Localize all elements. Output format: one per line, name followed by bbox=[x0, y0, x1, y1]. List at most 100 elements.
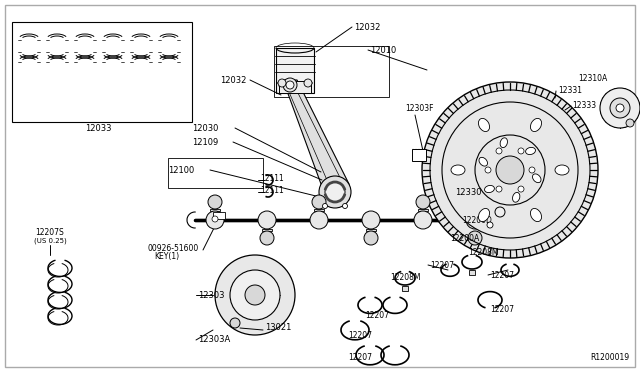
Text: 12032: 12032 bbox=[354, 22, 380, 32]
Bar bbox=[279, 81, 311, 93]
Circle shape bbox=[496, 156, 524, 184]
Text: (US 0.25): (US 0.25) bbox=[34, 238, 67, 244]
Text: 12333: 12333 bbox=[572, 100, 596, 109]
Circle shape bbox=[342, 203, 348, 208]
Text: 12200D: 12200D bbox=[462, 215, 492, 224]
Ellipse shape bbox=[479, 208, 490, 222]
Circle shape bbox=[487, 222, 493, 228]
Polygon shape bbox=[314, 209, 324, 211]
Circle shape bbox=[325, 182, 345, 202]
Text: 12111: 12111 bbox=[260, 186, 284, 195]
Circle shape bbox=[260, 231, 274, 245]
Ellipse shape bbox=[513, 192, 520, 202]
Text: 12200A: 12200A bbox=[450, 234, 479, 243]
Circle shape bbox=[304, 79, 312, 87]
Circle shape bbox=[616, 104, 624, 112]
Polygon shape bbox=[283, 80, 349, 200]
Circle shape bbox=[258, 211, 276, 229]
Circle shape bbox=[518, 186, 524, 192]
Text: 13021: 13021 bbox=[265, 324, 291, 333]
Polygon shape bbox=[418, 209, 428, 211]
Ellipse shape bbox=[479, 118, 490, 132]
Circle shape bbox=[610, 98, 630, 118]
Circle shape bbox=[468, 231, 482, 245]
Circle shape bbox=[518, 148, 524, 154]
Text: KEY(1): KEY(1) bbox=[154, 253, 179, 262]
Circle shape bbox=[414, 211, 432, 229]
Circle shape bbox=[286, 81, 294, 89]
Text: 12032: 12032 bbox=[220, 76, 246, 84]
Text: 12303F: 12303F bbox=[405, 103, 433, 112]
Circle shape bbox=[206, 211, 224, 229]
Text: 12207: 12207 bbox=[490, 270, 514, 279]
Bar bbox=[168, 158, 263, 188]
Text: 12030: 12030 bbox=[192, 124, 218, 132]
Circle shape bbox=[230, 270, 280, 320]
Text: 12331: 12331 bbox=[558, 86, 582, 94]
Circle shape bbox=[496, 186, 502, 192]
Polygon shape bbox=[210, 209, 220, 211]
Bar bbox=[276, 48, 314, 93]
Circle shape bbox=[215, 255, 295, 335]
Circle shape bbox=[496, 148, 502, 154]
Circle shape bbox=[485, 167, 491, 173]
Ellipse shape bbox=[531, 208, 541, 222]
Text: 12033: 12033 bbox=[84, 124, 111, 132]
Circle shape bbox=[310, 211, 328, 229]
Circle shape bbox=[212, 216, 218, 222]
Ellipse shape bbox=[531, 118, 541, 132]
Circle shape bbox=[312, 195, 326, 209]
Text: 12303A: 12303A bbox=[198, 336, 230, 344]
Bar bbox=[469, 270, 475, 275]
Circle shape bbox=[208, 195, 222, 209]
Circle shape bbox=[245, 285, 265, 305]
Ellipse shape bbox=[479, 157, 488, 166]
Circle shape bbox=[422, 82, 598, 258]
Ellipse shape bbox=[500, 138, 508, 148]
Bar bbox=[402, 286, 408, 291]
Circle shape bbox=[600, 88, 640, 128]
Circle shape bbox=[626, 119, 634, 127]
Circle shape bbox=[323, 203, 328, 208]
Circle shape bbox=[283, 78, 297, 92]
Circle shape bbox=[493, 208, 517, 232]
Text: 12109: 12109 bbox=[192, 138, 218, 147]
Text: 00926-51600: 00926-51600 bbox=[148, 244, 199, 253]
Ellipse shape bbox=[532, 174, 541, 183]
Text: 12208M: 12208M bbox=[468, 247, 499, 257]
Circle shape bbox=[475, 135, 545, 205]
Text: 12303: 12303 bbox=[198, 291, 225, 299]
Circle shape bbox=[529, 167, 535, 173]
Text: 12207S: 12207S bbox=[36, 228, 65, 237]
Polygon shape bbox=[262, 229, 272, 231]
Polygon shape bbox=[366, 229, 376, 231]
Text: 12207: 12207 bbox=[365, 311, 389, 320]
Text: 12310A: 12310A bbox=[578, 74, 607, 83]
Text: R1200019: R1200019 bbox=[590, 353, 629, 362]
Circle shape bbox=[362, 211, 380, 229]
Circle shape bbox=[466, 211, 484, 229]
Circle shape bbox=[416, 195, 430, 209]
Text: 12330: 12330 bbox=[455, 187, 481, 196]
Circle shape bbox=[442, 102, 578, 238]
Ellipse shape bbox=[555, 165, 569, 175]
Circle shape bbox=[278, 79, 286, 87]
Ellipse shape bbox=[451, 165, 465, 175]
Text: 12207: 12207 bbox=[490, 305, 514, 314]
Circle shape bbox=[495, 207, 505, 217]
Text: 12207: 12207 bbox=[348, 353, 372, 362]
Bar bbox=[412, 149, 426, 161]
Text: 12207: 12207 bbox=[348, 330, 372, 340]
Text: 12100: 12100 bbox=[168, 166, 195, 174]
Circle shape bbox=[364, 231, 378, 245]
Text: 12207: 12207 bbox=[430, 260, 454, 269]
Text: 12208M: 12208M bbox=[390, 273, 420, 282]
Polygon shape bbox=[470, 229, 480, 231]
Circle shape bbox=[319, 176, 351, 208]
Ellipse shape bbox=[484, 185, 494, 193]
Text: 12010: 12010 bbox=[370, 45, 396, 55]
Ellipse shape bbox=[525, 147, 536, 154]
Bar bbox=[213, 212, 225, 219]
Circle shape bbox=[230, 318, 240, 328]
Bar bbox=[274, 46, 389, 97]
